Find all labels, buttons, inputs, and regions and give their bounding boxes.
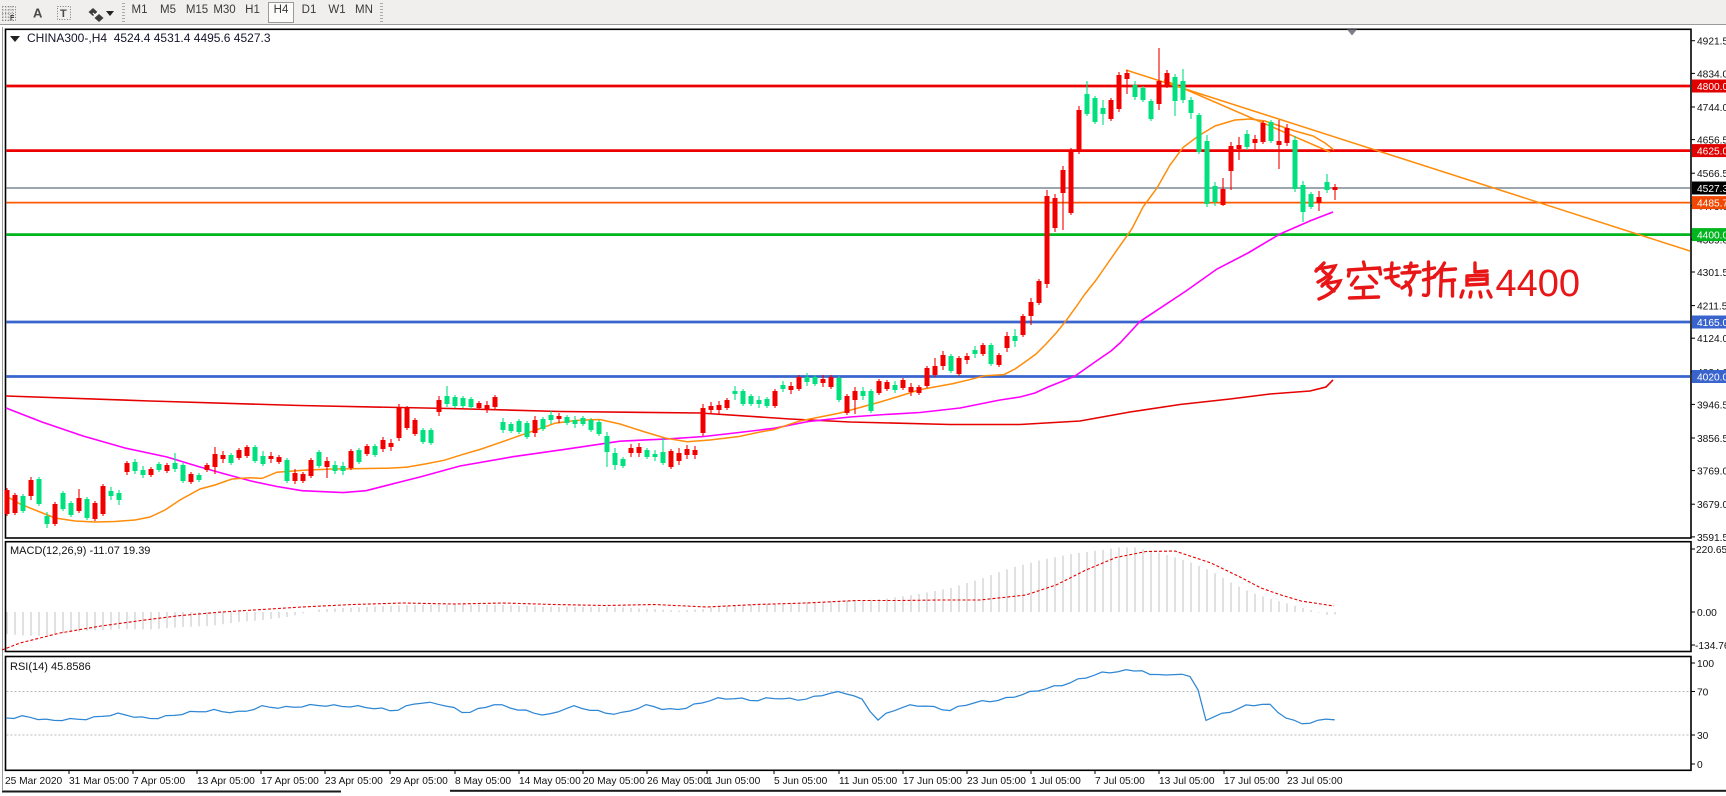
svg-text:30: 30 bbox=[1697, 731, 1709, 742]
svg-text:11 Jun 05:00: 11 Jun 05:00 bbox=[839, 776, 897, 787]
svg-text:4800.0: 4800.0 bbox=[1697, 82, 1726, 93]
svg-text:A: A bbox=[33, 6, 43, 21]
svg-text:3591.5: 3591.5 bbox=[1697, 533, 1726, 544]
svg-text:MACD(12,26,9) -11.07 19.39: MACD(12,26,9) -11.07 19.39 bbox=[10, 545, 150, 557]
svg-text:17 Jun 05:00: 17 Jun 05:00 bbox=[903, 776, 962, 787]
svg-text:3946.5: 3946.5 bbox=[1697, 400, 1726, 411]
svg-text:4656.5: 4656.5 bbox=[1697, 136, 1726, 147]
svg-text:31 Mar 05:00: 31 Mar 05:00 bbox=[69, 776, 129, 787]
svg-text:4527.3: 4527.3 bbox=[1697, 184, 1726, 195]
svg-text:RSI(14) 45.8586: RSI(14) 45.8586 bbox=[10, 661, 91, 673]
svg-text:1 Jun 05:00: 1 Jun 05:00 bbox=[707, 776, 761, 787]
svg-text:4566.5: 4566.5 bbox=[1697, 169, 1726, 180]
svg-text:4625.0: 4625.0 bbox=[1697, 147, 1726, 158]
svg-text:3679.0: 3679.0 bbox=[1697, 500, 1726, 511]
svg-text:23 Jun 05:00: 23 Jun 05:00 bbox=[967, 776, 1026, 787]
svg-text:4485.7: 4485.7 bbox=[1697, 199, 1726, 210]
svg-text:100: 100 bbox=[1697, 659, 1714, 670]
svg-text:4400: 4400 bbox=[1496, 263, 1581, 305]
svg-text:17 Jul 05:00: 17 Jul 05:00 bbox=[1224, 776, 1280, 787]
svg-text:13 Apr 05:00: 13 Apr 05:00 bbox=[197, 776, 255, 787]
svg-text:F: F bbox=[10, 15, 15, 22]
svg-text:4744.0: 4744.0 bbox=[1697, 103, 1726, 114]
svg-text:23 Apr 05:00: 23 Apr 05:00 bbox=[325, 776, 383, 787]
svg-text:23 Jul 05:00: 23 Jul 05:00 bbox=[1287, 776, 1343, 787]
svg-text:4301.5: 4301.5 bbox=[1697, 268, 1726, 279]
svg-text:5 Jun 05:00: 5 Jun 05:00 bbox=[774, 776, 828, 787]
svg-text:1 Jul 05:00: 1 Jul 05:00 bbox=[1031, 776, 1081, 787]
svg-text:CHINA300-,H4 4524.4 4531.4 44: CHINA300-,H4 4524.4 4531.4 4495.6 4527.3 bbox=[27, 31, 271, 45]
svg-text:4020.0: 4020.0 bbox=[1697, 373, 1726, 384]
svg-text:4165.0: 4165.0 bbox=[1697, 318, 1726, 329]
svg-text:20 May 05:00: 20 May 05:00 bbox=[583, 776, 645, 787]
svg-text:8 May 05:00: 8 May 05:00 bbox=[455, 776, 511, 787]
svg-text:7 Jul 05:00: 7 Jul 05:00 bbox=[1095, 776, 1145, 787]
svg-text:4124.0: 4124.0 bbox=[1697, 334, 1726, 345]
svg-text:70: 70 bbox=[1697, 688, 1709, 699]
svg-text:13 Jul 05:00: 13 Jul 05:00 bbox=[1159, 776, 1215, 787]
svg-text:14 May 05:00: 14 May 05:00 bbox=[519, 776, 581, 787]
svg-text:7 Apr 05:00: 7 Apr 05:00 bbox=[133, 776, 185, 787]
svg-text:26 May 05:00: 26 May 05:00 bbox=[647, 776, 709, 787]
svg-text:4921.5: 4921.5 bbox=[1697, 37, 1726, 48]
svg-text:29 Apr 05:00: 29 Apr 05:00 bbox=[390, 776, 448, 787]
svg-text:220.65: 220.65 bbox=[1696, 545, 1726, 556]
svg-text:3769.0: 3769.0 bbox=[1697, 467, 1726, 478]
svg-text:0.00: 0.00 bbox=[1697, 608, 1717, 619]
svg-text:3856.5: 3856.5 bbox=[1697, 434, 1726, 445]
svg-text:4400.0: 4400.0 bbox=[1697, 231, 1726, 242]
svg-text:-134.76: -134.76 bbox=[1695, 641, 1726, 652]
svg-text:4834.0: 4834.0 bbox=[1697, 69, 1726, 80]
svg-text:4211.5: 4211.5 bbox=[1697, 302, 1726, 313]
svg-text:T: T bbox=[60, 8, 67, 20]
svg-text:17 Apr 05:00: 17 Apr 05:00 bbox=[261, 776, 319, 787]
svg-text:0: 0 bbox=[1697, 760, 1703, 771]
svg-text:25 Mar 2020: 25 Mar 2020 bbox=[5, 776, 63, 787]
